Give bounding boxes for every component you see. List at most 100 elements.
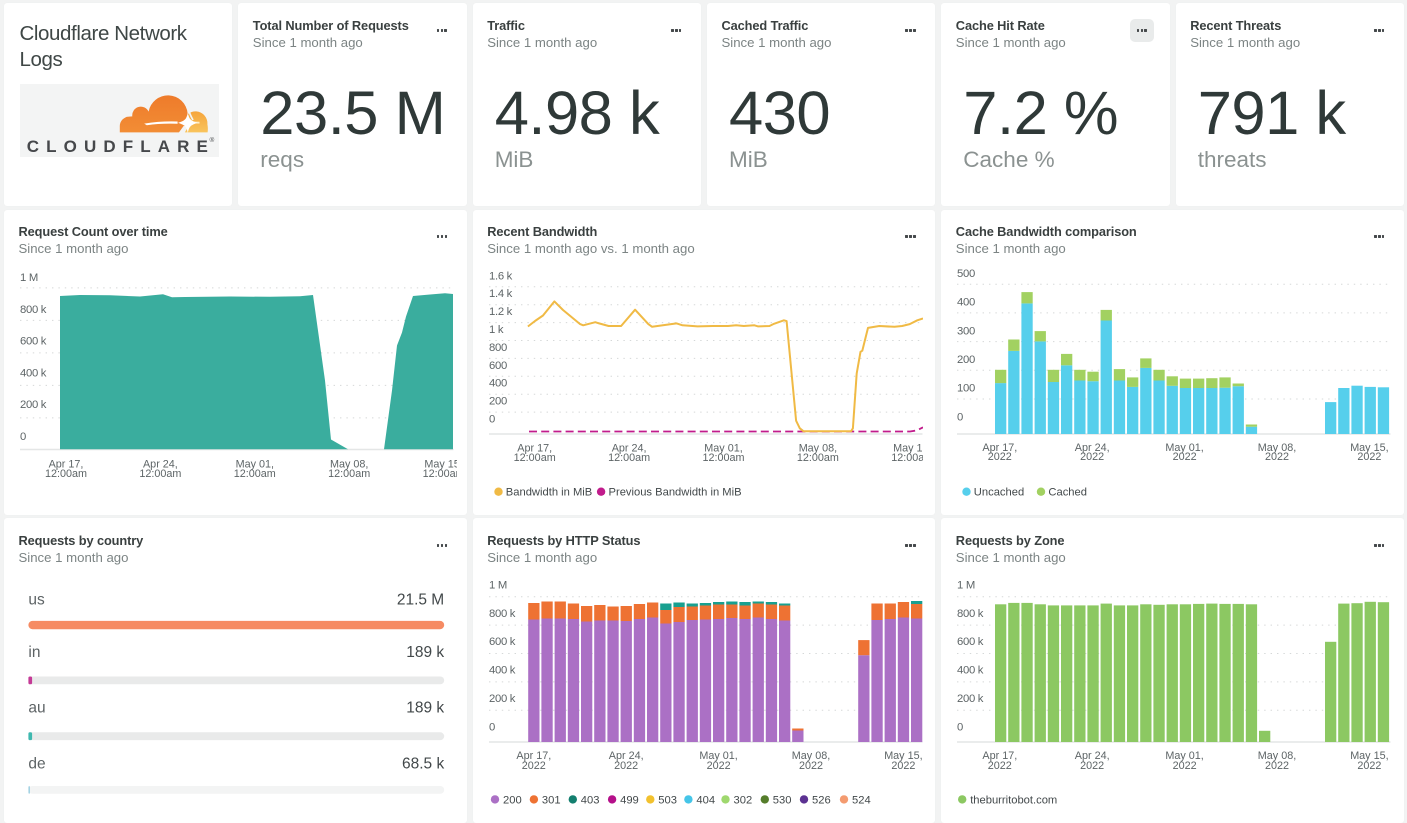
svg-text:1 M: 1 M — [20, 272, 38, 284]
svg-text:2022: 2022 — [1080, 760, 1104, 772]
svg-text:theburritobot.com: theburritobot.com — [970, 794, 1057, 806]
svg-text:2022: 2022 — [1358, 451, 1382, 463]
svg-text:May 08,: May 08, — [791, 750, 829, 762]
svg-text:au: au — [28, 700, 45, 717]
svg-text:1 M: 1 M — [957, 579, 975, 591]
svg-text:Apr 24,: Apr 24, — [1075, 442, 1110, 454]
svg-text:2022: 2022 — [1080, 451, 1104, 463]
svg-text:2022: 2022 — [1173, 451, 1197, 463]
svg-text:800 k: 800 k — [957, 608, 984, 620]
svg-text:May 01,: May 01, — [236, 458, 274, 470]
svg-text:12:00am: 12:00am — [234, 467, 276, 479]
svg-text:2022: 2022 — [1265, 760, 1289, 772]
svg-text:400: 400 — [957, 296, 975, 308]
svg-text:12:00am: 12:00am — [45, 467, 87, 479]
svg-text:0: 0 — [957, 411, 963, 423]
svg-text:302: 302 — [733, 794, 752, 806]
svg-text:May 15,: May 15, — [884, 750, 922, 762]
svg-text:200 k: 200 k — [20, 399, 47, 411]
svg-text:May 01,: May 01, — [1166, 442, 1204, 454]
svg-text:189 k: 189 k — [406, 700, 444, 717]
svg-text:2022: 2022 — [988, 760, 1012, 772]
svg-text:2022: 2022 — [1265, 451, 1289, 463]
svg-text:de: de — [28, 756, 45, 773]
svg-text:0: 0 — [489, 721, 495, 733]
svg-text:200 k: 200 k — [489, 693, 516, 705]
svg-text:499: 499 — [620, 794, 639, 806]
svg-text:Apr 24,: Apr 24, — [1075, 750, 1110, 762]
svg-text:May 08,: May 08, — [1258, 750, 1296, 762]
svg-text:2022: 2022 — [1358, 760, 1382, 772]
svg-text:Apr 24,: Apr 24, — [608, 750, 643, 762]
svg-text:12:00am: 12:00am — [797, 451, 839, 463]
svg-text:1 k: 1 k — [489, 324, 504, 336]
svg-text:1 M: 1 M — [489, 579, 507, 591]
svg-text:200: 200 — [489, 395, 507, 407]
svg-text:68.5 k: 68.5 k — [402, 756, 444, 773]
svg-text:Apr 17,: Apr 17, — [983, 442, 1018, 454]
svg-text:12:00am: 12:00am — [328, 467, 370, 479]
svg-text:800 k: 800 k — [20, 303, 47, 315]
svg-text:Apr 24,: Apr 24, — [143, 458, 178, 470]
svg-text:Uncached: Uncached — [974, 486, 1024, 498]
svg-text:2022: 2022 — [891, 760, 915, 772]
svg-text:2022: 2022 — [988, 451, 1012, 463]
svg-text:200 k: 200 k — [957, 693, 984, 705]
svg-text:Apr 24,: Apr 24, — [611, 442, 646, 454]
svg-text:Bandwidth in MiB: Bandwidth in MiB — [505, 486, 591, 498]
svg-text:600 k: 600 k — [20, 335, 47, 347]
svg-text:May 01,: May 01, — [699, 750, 737, 762]
svg-text:200: 200 — [957, 354, 975, 366]
svg-text:1.6 k: 1.6 k — [489, 270, 513, 282]
svg-text:503: 503 — [658, 794, 677, 806]
svg-text:in: in — [28, 644, 40, 661]
svg-text:Cached: Cached — [1049, 486, 1088, 498]
svg-text:600 k: 600 k — [489, 636, 516, 648]
svg-text:Previous Bandwidth in MiB: Previous Bandwidth in MiB — [608, 486, 741, 498]
svg-text:0: 0 — [489, 413, 495, 425]
svg-text:2022: 2022 — [614, 760, 638, 772]
svg-text:12:00am: 12:00am — [139, 467, 181, 479]
svg-text:403: 403 — [580, 794, 599, 806]
svg-text:12:00am: 12:00am — [608, 451, 650, 463]
svg-text:May 01,: May 01, — [704, 442, 742, 454]
svg-text:400 k: 400 k — [489, 665, 516, 677]
svg-text:400: 400 — [489, 377, 507, 389]
svg-text:800 k: 800 k — [489, 608, 516, 620]
svg-text:May 01,: May 01, — [1166, 750, 1204, 762]
svg-text:May 15,: May 15, — [1350, 442, 1388, 454]
svg-text:500: 500 — [957, 267, 975, 279]
svg-text:Apr 17,: Apr 17, — [983, 750, 1018, 762]
svg-text:600: 600 — [489, 359, 507, 371]
svg-text:600 k: 600 k — [957, 636, 984, 648]
svg-text:404: 404 — [696, 794, 715, 806]
svg-text:100: 100 — [957, 382, 975, 394]
svg-text:200: 200 — [503, 794, 522, 806]
svg-text:us: us — [28, 591, 45, 608]
svg-text:2022: 2022 — [521, 760, 545, 772]
svg-text:12:00am: 12:00am — [702, 451, 744, 463]
svg-text:0: 0 — [20, 430, 26, 442]
svg-text:May 08,: May 08, — [330, 458, 368, 470]
svg-text:12:00am: 12:00am — [891, 451, 923, 463]
svg-text:May 08,: May 08, — [1258, 442, 1296, 454]
svg-text:May 15,: May 15, — [424, 458, 457, 470]
svg-text:400 k: 400 k — [957, 665, 984, 677]
svg-text:189 k: 189 k — [406, 644, 444, 661]
svg-text:300: 300 — [957, 325, 975, 337]
svg-text:Apr 17,: Apr 17, — [516, 750, 551, 762]
svg-text:May 08,: May 08, — [798, 442, 836, 454]
svg-text:®: ® — [210, 136, 215, 144]
svg-text:Apr 17,: Apr 17, — [517, 442, 552, 454]
svg-text:12:00am: 12:00am — [423, 467, 457, 479]
svg-text:12:00am: 12:00am — [513, 451, 555, 463]
svg-text:2022: 2022 — [706, 760, 730, 772]
svg-text:524: 524 — [852, 794, 871, 806]
svg-text:Apr 17,: Apr 17, — [49, 458, 84, 470]
svg-text:2022: 2022 — [799, 760, 823, 772]
svg-text:1.2 k: 1.2 k — [489, 306, 513, 318]
svg-text:0: 0 — [957, 721, 963, 733]
svg-text:400 k: 400 k — [20, 367, 47, 379]
svg-text:301: 301 — [542, 794, 561, 806]
svg-text:526: 526 — [812, 794, 831, 806]
